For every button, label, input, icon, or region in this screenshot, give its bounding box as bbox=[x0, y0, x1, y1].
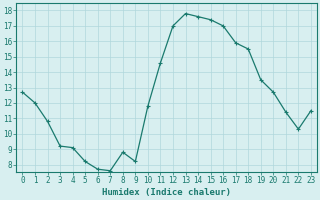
X-axis label: Humidex (Indice chaleur): Humidex (Indice chaleur) bbox=[102, 188, 231, 197]
